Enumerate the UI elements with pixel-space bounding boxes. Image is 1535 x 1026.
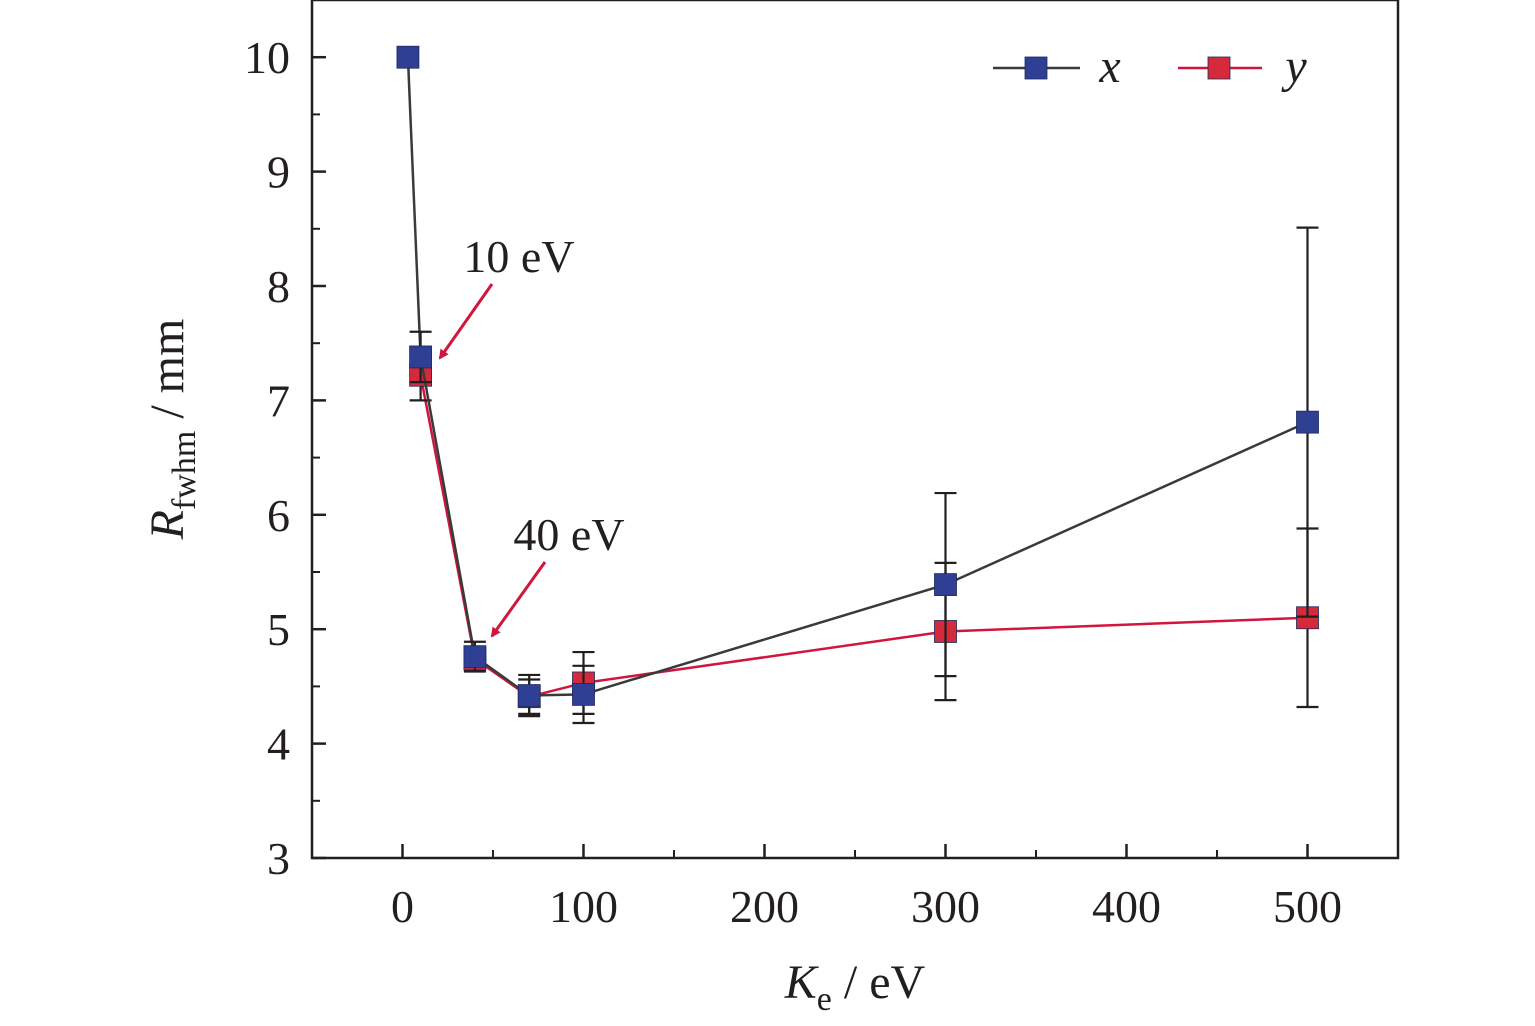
data-point-x xyxy=(463,645,487,669)
y-tick-label: 6 xyxy=(267,490,290,541)
y-tick-label: 10 xyxy=(244,32,290,83)
series-line-x xyxy=(406,57,1309,697)
x-tick-label: 200 xyxy=(730,881,799,932)
x-tick-label: 300 xyxy=(911,881,980,932)
y-axis-title-unit: / mm xyxy=(141,319,194,431)
x-axis-title-main: K xyxy=(784,956,820,1009)
y-tick-label: 8 xyxy=(267,261,290,312)
annotation-layer: 10 eV 40 eV xyxy=(438,231,625,638)
annotation-label: 10 eV xyxy=(463,231,574,282)
data-point-x xyxy=(572,683,595,706)
y-axis-title-main: R xyxy=(141,510,194,540)
legend-item-y: y xyxy=(1178,40,1307,93)
x-axis: 0 100 200 300 400 500 xyxy=(391,844,1342,932)
y-axis-title: Rfwhm / mm xyxy=(141,319,203,541)
legend-label-x: x xyxy=(1098,40,1120,93)
data-point-x xyxy=(396,45,420,69)
legend-label-y: y xyxy=(1280,40,1307,93)
x-axis-title-sub: e xyxy=(817,981,832,1018)
y-tick-label: 4 xyxy=(267,719,290,770)
x-axis-title-unit: / eV xyxy=(832,956,926,1009)
y-tick-label: 5 xyxy=(267,604,290,655)
series-layer xyxy=(396,45,1319,725)
y-axis: 3 4 5 6 7 8 9 10 xyxy=(244,0,326,884)
y-axis-title-sub: fwhm xyxy=(166,431,203,510)
data-point-x xyxy=(934,573,957,596)
y-tick-label: 3 xyxy=(267,833,290,884)
x-tick-label: 100 xyxy=(549,881,618,932)
data-point-x xyxy=(517,684,541,707)
x-tick-label: 400 xyxy=(1092,881,1161,932)
y-tick-label: 9 xyxy=(267,147,290,198)
annotation-label: 40 eV xyxy=(513,509,624,560)
plot-frame xyxy=(310,0,1400,860)
y-tick-label: 7 xyxy=(267,375,290,426)
legend-marker-x xyxy=(1024,56,1048,80)
x-axis-title: Ke / eV xyxy=(784,956,926,1018)
data-point-x xyxy=(409,345,433,369)
legend-item-x: x xyxy=(993,40,1121,93)
annotation-arrow xyxy=(438,283,494,360)
data-point-x xyxy=(1296,410,1319,434)
series-x xyxy=(396,45,1319,725)
legend-marker-y xyxy=(1207,56,1231,80)
x-tick-label: 500 xyxy=(1273,881,1342,932)
x-tick-label: 0 xyxy=(391,881,414,932)
annotation-arrow xyxy=(490,561,547,638)
